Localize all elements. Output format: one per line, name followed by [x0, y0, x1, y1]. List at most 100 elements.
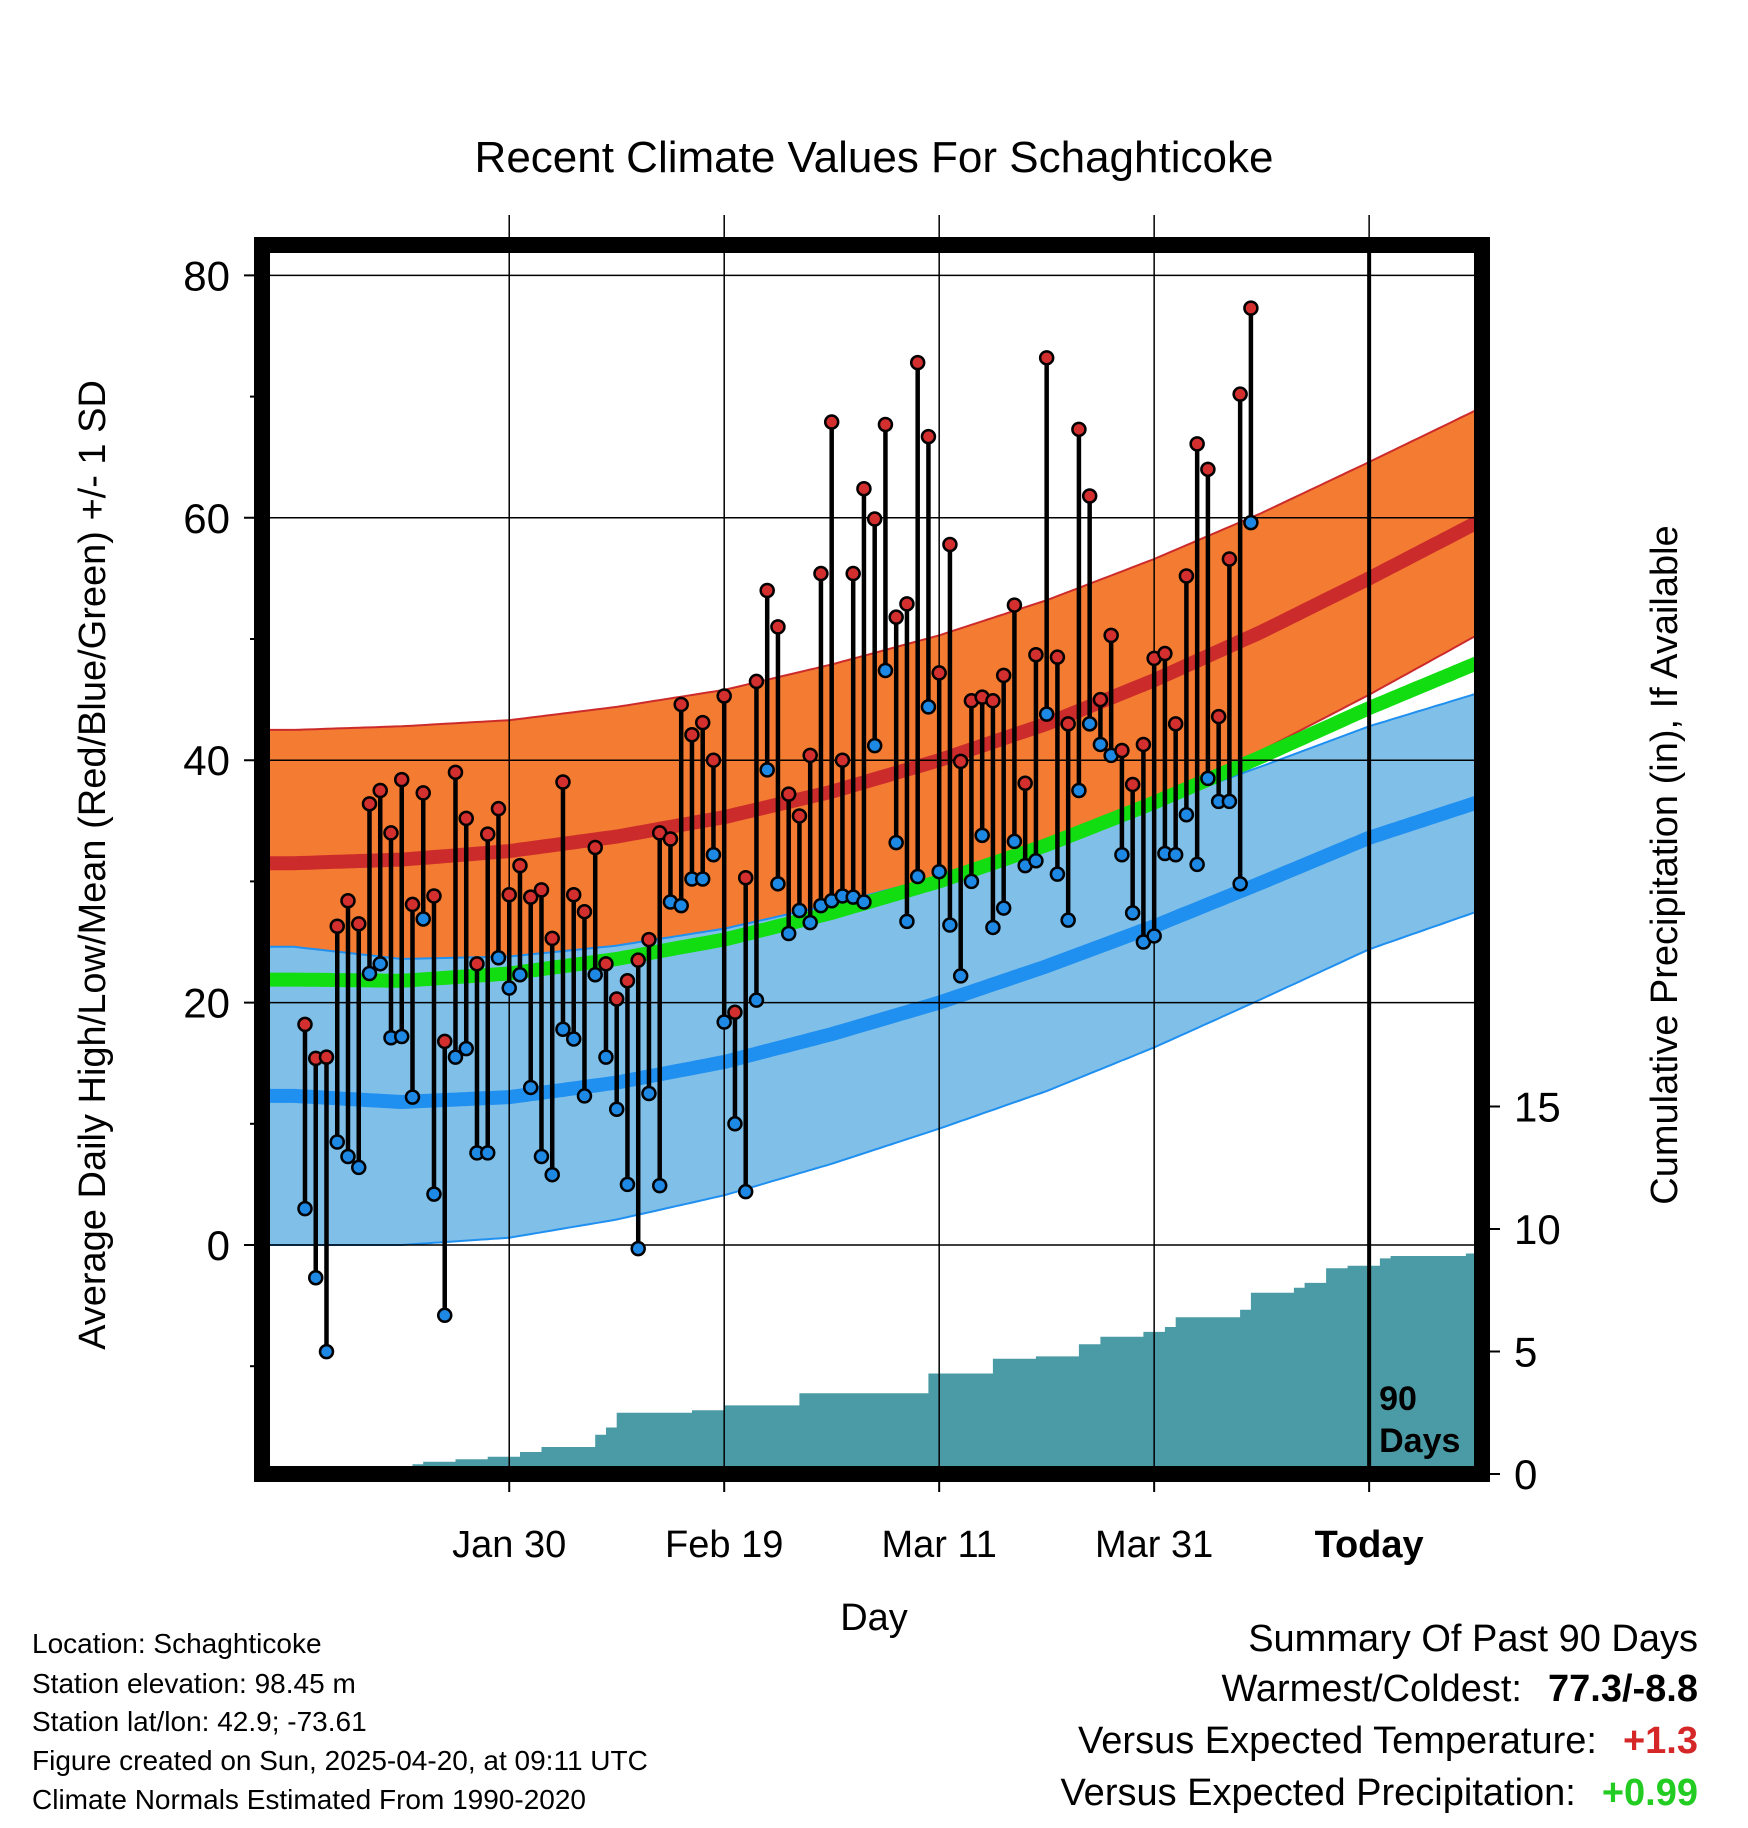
summary-warmest-coldest-value: 77.3/-8.8 — [1548, 1668, 1698, 1710]
low-normal-line — [262, 795, 1482, 1110]
observed-values — [297, 300, 1259, 1360]
low-marker — [877, 662, 894, 679]
high-marker — [1189, 436, 1205, 452]
low-marker — [436, 1307, 453, 1324]
low-marker — [630, 1240, 646, 1257]
low-marker — [1071, 782, 1087, 799]
high-marker — [404, 896, 421, 913]
y2-tick-label: 10 — [1514, 1206, 1561, 1253]
low-marker — [1060, 912, 1076, 928]
low-marker — [942, 917, 958, 933]
high-marker — [909, 354, 926, 371]
high-marker — [533, 882, 550, 898]
low-marker — [576, 1088, 593, 1104]
low-marker — [727, 1116, 743, 1132]
high-marker — [447, 764, 464, 781]
high-marker — [759, 582, 775, 599]
high-marker — [920, 428, 937, 445]
high-marker — [469, 956, 485, 972]
low-marker — [899, 913, 915, 930]
low-marker — [641, 1085, 657, 1102]
high-marker — [834, 752, 851, 768]
info-normals-period: Climate Normals Estimated From 1990-2020 — [32, 1784, 586, 1815]
x-tick-label: Mar 31 — [1095, 1524, 1213, 1566]
low-marker — [1092, 736, 1109, 753]
high-marker — [1103, 627, 1119, 644]
high-marker — [458, 810, 474, 827]
summary-temp: Versus Expected Temperature: +1.3 — [1078, 1720, 1698, 1763]
high-marker — [748, 673, 765, 690]
summary-precip-value: +0.99 — [1601, 1772, 1698, 1814]
precip-cumulative-area — [401, 1253, 1483, 1474]
y-axis-label: Average Daily High/Low/Mean (Red/Blue/Gr… — [72, 380, 114, 1350]
low-marker — [297, 1200, 313, 1217]
low-marker — [1049, 866, 1066, 882]
high-marker — [608, 991, 625, 1007]
low-marker — [372, 956, 388, 972]
high-marker — [318, 1049, 335, 1065]
high-marker — [1071, 421, 1087, 438]
precip-area — [401, 1253, 1483, 1474]
high-marker — [899, 596, 915, 612]
high-marker — [1049, 649, 1066, 665]
high-marker — [856, 480, 872, 497]
high-marker — [770, 619, 786, 635]
low-marker — [1232, 876, 1248, 892]
low-marker — [1189, 856, 1205, 873]
high-marker — [673, 696, 689, 713]
high-marker — [1114, 742, 1130, 759]
low-marker — [1124, 905, 1141, 921]
low-marker — [522, 1079, 539, 1096]
high-marker — [436, 1033, 453, 1050]
high-marker — [1124, 776, 1141, 793]
low-marker — [1178, 806, 1195, 823]
high-marker — [565, 886, 582, 903]
high-marker — [393, 771, 410, 788]
days-marker-label: 90 — [1379, 1380, 1417, 1418]
high-marker — [576, 903, 593, 920]
low-marker — [318, 1343, 335, 1360]
x-tick-label: Today — [1315, 1524, 1424, 1566]
high-marker — [823, 414, 840, 430]
high-marker — [361, 796, 378, 812]
high-marker — [942, 536, 958, 553]
y2-tick-label: 5 — [1514, 1329, 1537, 1376]
high-marker — [1210, 708, 1227, 725]
high-marker — [415, 785, 431, 801]
low-marker — [963, 873, 980, 890]
high-marker — [995, 667, 1012, 684]
low-marker — [651, 1177, 668, 1194]
high-marker — [587, 839, 603, 856]
high-marker — [544, 930, 560, 947]
low-marker — [490, 950, 507, 966]
high-marker — [952, 753, 969, 770]
high-marker — [1006, 597, 1023, 613]
high-marker — [877, 416, 894, 433]
summary-precip-label: Versus Expected Precipitation: — [1060, 1772, 1576, 1814]
high-marker — [501, 886, 517, 903]
summary-precip: Versus Expected Precipitation: +0.99 — [1060, 1772, 1698, 1815]
high-marker — [1200, 461, 1216, 478]
y-tick-label: 80 — [183, 252, 230, 299]
high-marker — [512, 857, 528, 874]
high-marker — [716, 688, 732, 704]
low-marker — [748, 992, 765, 1008]
low-marker — [931, 863, 947, 880]
low-marker — [565, 1031, 582, 1047]
plot-frame: 90 Days — [254, 237, 1490, 1482]
high-marker — [931, 665, 947, 681]
y2-tick-label: 15 — [1514, 1084, 1561, 1131]
high-marker — [598, 956, 614, 972]
low-marker — [1146, 928, 1162, 944]
low-marker — [995, 900, 1012, 916]
low-marker — [888, 834, 904, 851]
low-marker — [533, 1148, 550, 1165]
x-tick-label: Mar 11 — [881, 1524, 996, 1566]
high-marker — [522, 889, 539, 905]
low-marker — [673, 897, 689, 914]
high-marker — [1178, 568, 1195, 584]
high-marker — [866, 511, 883, 527]
low-marker — [1243, 514, 1259, 531]
low-marker — [1081, 716, 1098, 732]
high-marker — [705, 752, 722, 768]
